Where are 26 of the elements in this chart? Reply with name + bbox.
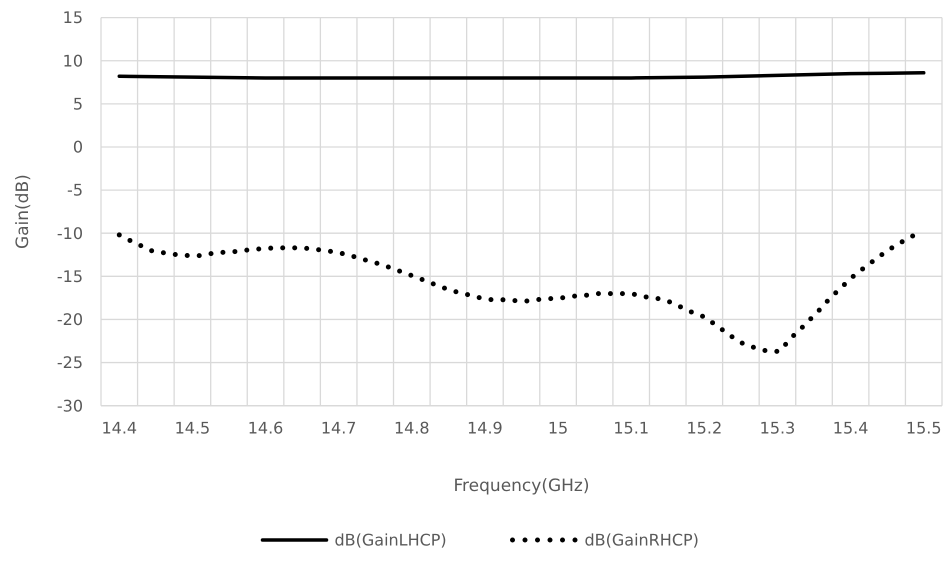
x-tick-label: 14.9 <box>467 418 503 438</box>
y-tick-label: -5 <box>67 180 83 200</box>
x-tick-label: 14.7 <box>320 418 356 438</box>
y-tick-label: 10 <box>62 51 83 70</box>
x-tick-label: 15.5 <box>906 418 942 438</box>
x-tick-label: 15.3 <box>760 418 796 438</box>
y-axis-title: Gain(dB) <box>13 174 33 250</box>
x-tick-label: 14.5 <box>174 418 210 438</box>
y-tick-label: -20 <box>56 310 83 330</box>
y-tick-label: -30 <box>56 396 83 416</box>
y-tick-label: 5 <box>72 94 83 114</box>
x-tick-label: 14.4 <box>101 418 138 438</box>
y-tick-label: -10 <box>56 224 83 243</box>
x-axis-title: Frequency(GHz) <box>454 476 590 496</box>
x-tick-label: 14.6 <box>248 418 284 438</box>
y-tick-label: 0 <box>72 138 83 157</box>
x-tick-label: 15.2 <box>686 418 722 438</box>
y-tick-label: -15 <box>56 266 83 286</box>
x-tick-label: 15 <box>548 418 568 438</box>
x-tick-label: 15.4 <box>832 418 868 438</box>
y-tick-label: 15 <box>62 8 83 28</box>
x-tick-label: 15.1 <box>613 418 650 438</box>
legend-label: dB(GainRHCP) <box>584 530 699 550</box>
x-tick-label: 14.8 <box>394 418 430 438</box>
y-tick-label: -25 <box>56 353 83 372</box>
legend-label: dB(GainLHCP) <box>334 530 447 550</box>
